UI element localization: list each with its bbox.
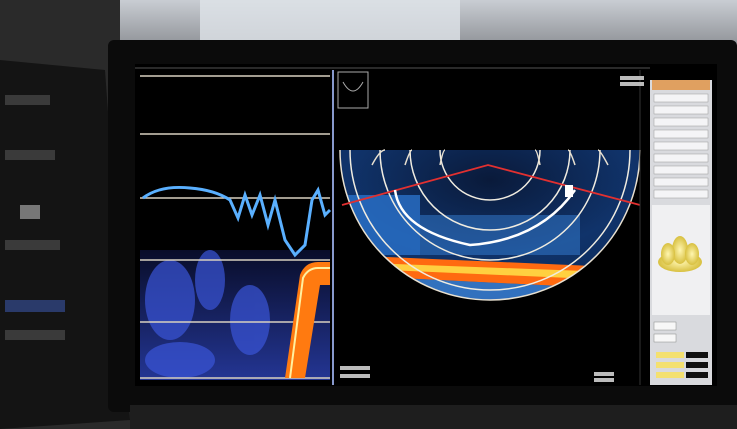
window [200,0,460,40]
sonar-fan [336,70,646,385]
desk [130,405,737,429]
icon [658,236,702,272]
laptop-ui [5,95,65,340]
control-panel [650,80,712,385]
echogram [140,70,334,385]
